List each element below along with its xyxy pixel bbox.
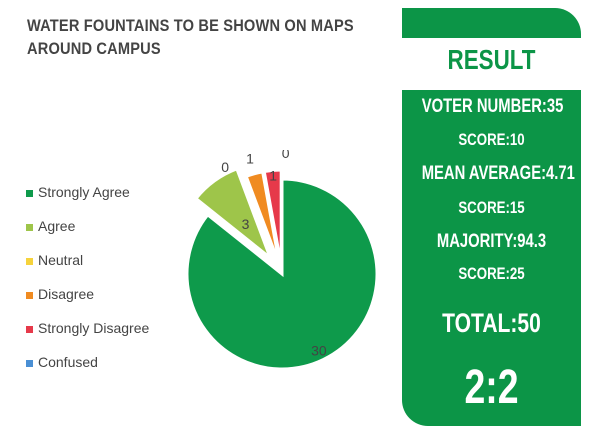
legend-item-confused: Confused: [26, 354, 149, 388]
chart-title: WATER FOUNTAINS TO BE SHOWN ON MAPS AROU…: [27, 14, 354, 60]
legend-swatch: [26, 258, 33, 265]
legend-swatch: [26, 360, 33, 367]
legend-label: Strongly Disagree: [38, 320, 150, 336]
chart-title-line-1: WATER FOUNTAINS TO BE SHOWN ON MAPS: [27, 16, 354, 35]
legend-swatch: [26, 224, 33, 231]
legend-item-disagree: Disagree: [26, 286, 149, 320]
pie-slice-strongly-agree: [185, 177, 379, 371]
legend-item-strongly-agree: Strongly Agree: [26, 184, 149, 218]
score-2: SCORE:15: [458, 198, 525, 217]
legend-swatch: [26, 326, 33, 333]
data-label-strongly-disagree: 1: [269, 167, 277, 183]
voter-number: VOTER NUMBER:35: [421, 96, 564, 117]
result-title: RESULT: [447, 44, 536, 75]
data-label-neutral: 0: [221, 159, 229, 175]
legend-label: Disagree: [38, 286, 95, 302]
legend-label: Strongly Agree: [38, 184, 130, 200]
legend-swatch: [26, 292, 33, 299]
score-3: SCORE:25: [458, 264, 525, 283]
pie-slice-strongly-disagree: [262, 168, 283, 266]
majority: MAJORITY:94.3: [436, 231, 547, 252]
chart-legend: Strongly Agree Agree Neutral Disagree St…: [26, 184, 149, 388]
score-1: SCORE:10: [458, 130, 525, 149]
legend-item-strongly-disagree: Strongly Disagree: [26, 320, 149, 354]
legend-item-agree: Agree: [26, 218, 149, 252]
legend-item-neutral: Neutral: [26, 252, 149, 286]
legend-swatch: [26, 190, 33, 197]
data-label-strongly-agree: 30: [311, 343, 327, 359]
legend-label: Agree: [38, 218, 76, 234]
data-label-agree: 3: [242, 216, 250, 232]
data-label-disagree: 1: [246, 150, 254, 166]
result-panel: RESULT VOTER NUMBER:35 SCORE:10 MEAN AVE…: [402, 8, 581, 426]
final-ratio: 2:2: [464, 361, 519, 414]
pie-slice-disagree: [244, 170, 282, 266]
chart-title-line-2: AROUND CAMPUS: [27, 39, 161, 58]
pie-slice-agree: [193, 166, 274, 263]
legend-label: Confused: [38, 354, 98, 370]
data-label-confused: 0: [282, 150, 290, 161]
total-score: TOTAL:50: [442, 308, 541, 338]
mean-average: MEAN AVERAGE:4.71: [421, 163, 575, 184]
legend-label: Neutral: [38, 252, 84, 268]
result-header: [402, 38, 581, 90]
